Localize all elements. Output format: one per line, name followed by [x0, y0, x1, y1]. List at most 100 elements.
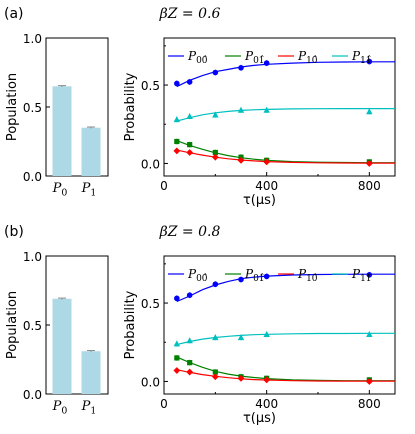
bar-category-label: P0 [52, 181, 68, 199]
marker-triangle [366, 331, 373, 338]
panel-label: (b) [4, 224, 24, 240]
marker-circle [186, 79, 193, 85]
fit-line [176, 149, 395, 164]
marker-circle [174, 80, 180, 87]
line-plot-frame [163, 37, 396, 177]
marker-circle [263, 273, 270, 280]
legend-label: P10̂ [297, 267, 318, 284]
marker-diamond [211, 153, 219, 161]
fit-line [176, 107, 395, 122]
marker-triangle [173, 340, 181, 347]
marker-square [174, 138, 180, 145]
line-ytick-label: 0.0 [141, 375, 160, 389]
legend-label: P11̂ [351, 49, 372, 66]
bar-ylabel: Population [5, 73, 20, 141]
marker-triangle [186, 337, 193, 344]
marker-circle [366, 272, 373, 278]
marker-triangle [212, 334, 219, 341]
line-ylabel: Probability [123, 290, 138, 359]
line-ytick-label: 0.0 [141, 157, 160, 171]
panel-a: (a) βZ = 0.6 0.0 0.5 1.0 Population P0 P1 0 400 80… [4, 6, 396, 208]
line-xtick-label: 0 [160, 397, 168, 411]
marker-diamond [186, 368, 194, 376]
series-3 [173, 331, 395, 347]
marker-circle [212, 281, 219, 288]
marker-triangle [186, 113, 193, 120]
marker-diamond [263, 376, 271, 384]
marker-square [212, 149, 218, 156]
bar-ytick-label: 0.5 [23, 319, 42, 333]
line-xtick-label: 400 [255, 397, 278, 411]
marker-triangle [237, 106, 245, 113]
panel-label: (a) [4, 6, 24, 22]
bar-chart: 0.0 0.5 1.0 Population P0 P1 [5, 32, 109, 199]
line-xtick-label: 800 [358, 179, 381, 193]
line-plot-frame [163, 255, 396, 395]
marker-circle [263, 60, 270, 66]
series-1 [174, 138, 395, 165]
marker-circle [186, 292, 193, 299]
marker-triangle [263, 331, 270, 338]
legend-label: P10̂ [297, 49, 318, 66]
bar-P1 [81, 127, 101, 176]
series-2 [173, 367, 395, 385]
marker-diamond [211, 373, 219, 381]
line-xlabel: τ(μs) [243, 193, 276, 208]
marker-circle [366, 58, 373, 65]
bar-P1 [81, 351, 101, 394]
marker-square [187, 360, 193, 366]
legend-label: P11̂ [351, 267, 372, 284]
fit-line [176, 61, 395, 88]
marker-diamond [186, 149, 194, 156]
series-2 [173, 147, 395, 167]
bar-ytick-label: 1.0 [23, 32, 42, 46]
marker-diamond [365, 378, 373, 385]
bar-category-label: P0 [52, 399, 68, 417]
series-0 [174, 58, 395, 88]
bar-ytick-label: 0.0 [23, 388, 42, 402]
bar-chart: 0.0 0.5 1.0 Population P0 P1 [5, 250, 109, 417]
bar-category-label: P1 [81, 399, 97, 417]
bar-P0 [52, 298, 72, 394]
bar-category-label: P1 [81, 181, 97, 199]
legend-label: P00̂ [187, 49, 208, 66]
fit-line [176, 369, 395, 382]
series-3 [173, 106, 395, 123]
line-xtick-label: 0 [160, 179, 168, 193]
marker-diamond [263, 158, 271, 166]
marker-triangle [237, 334, 245, 341]
marker-square [212, 369, 218, 375]
line-xlabel: τ(μs) [243, 411, 276, 426]
panel-b: (b) βZ = 0.8 0.0 0.5 1.0 Population P0 P1 0 400 80… [4, 224, 396, 426]
bar-ytick-label: 1.0 [23, 250, 42, 264]
marker-triangle [212, 111, 219, 118]
legend-label: P01̂ [244, 49, 265, 66]
legend-label: P01̂ [244, 267, 265, 284]
series-1 [174, 354, 395, 383]
line-ytick-label: 0.5 [141, 297, 160, 311]
marker-square [187, 142, 193, 148]
panel-title: βZ = 0.6 [159, 6, 221, 22]
panel-title: βZ = 0.8 [159, 224, 221, 240]
legend-label: P00̂ [187, 267, 208, 284]
line-xtick-label: 800 [358, 397, 381, 411]
bar-ytick-label: 0.0 [23, 170, 42, 184]
marker-diamond [365, 160, 373, 167]
marker-diamond [173, 367, 181, 374]
fit-line [176, 140, 395, 164]
bar-ytick-label: 0.5 [23, 101, 42, 115]
marker-square [174, 355, 180, 361]
marker-diamond [237, 156, 245, 164]
marker-diamond [173, 147, 181, 155]
fit-line [176, 332, 395, 346]
marker-circle [174, 295, 180, 302]
marker-circle [238, 64, 244, 71]
marker-circle [238, 276, 244, 283]
marker-diamond [237, 374, 245, 382]
fit-line [176, 356, 395, 382]
marker-circle [212, 69, 219, 76]
line-xtick-label: 400 [255, 179, 278, 193]
